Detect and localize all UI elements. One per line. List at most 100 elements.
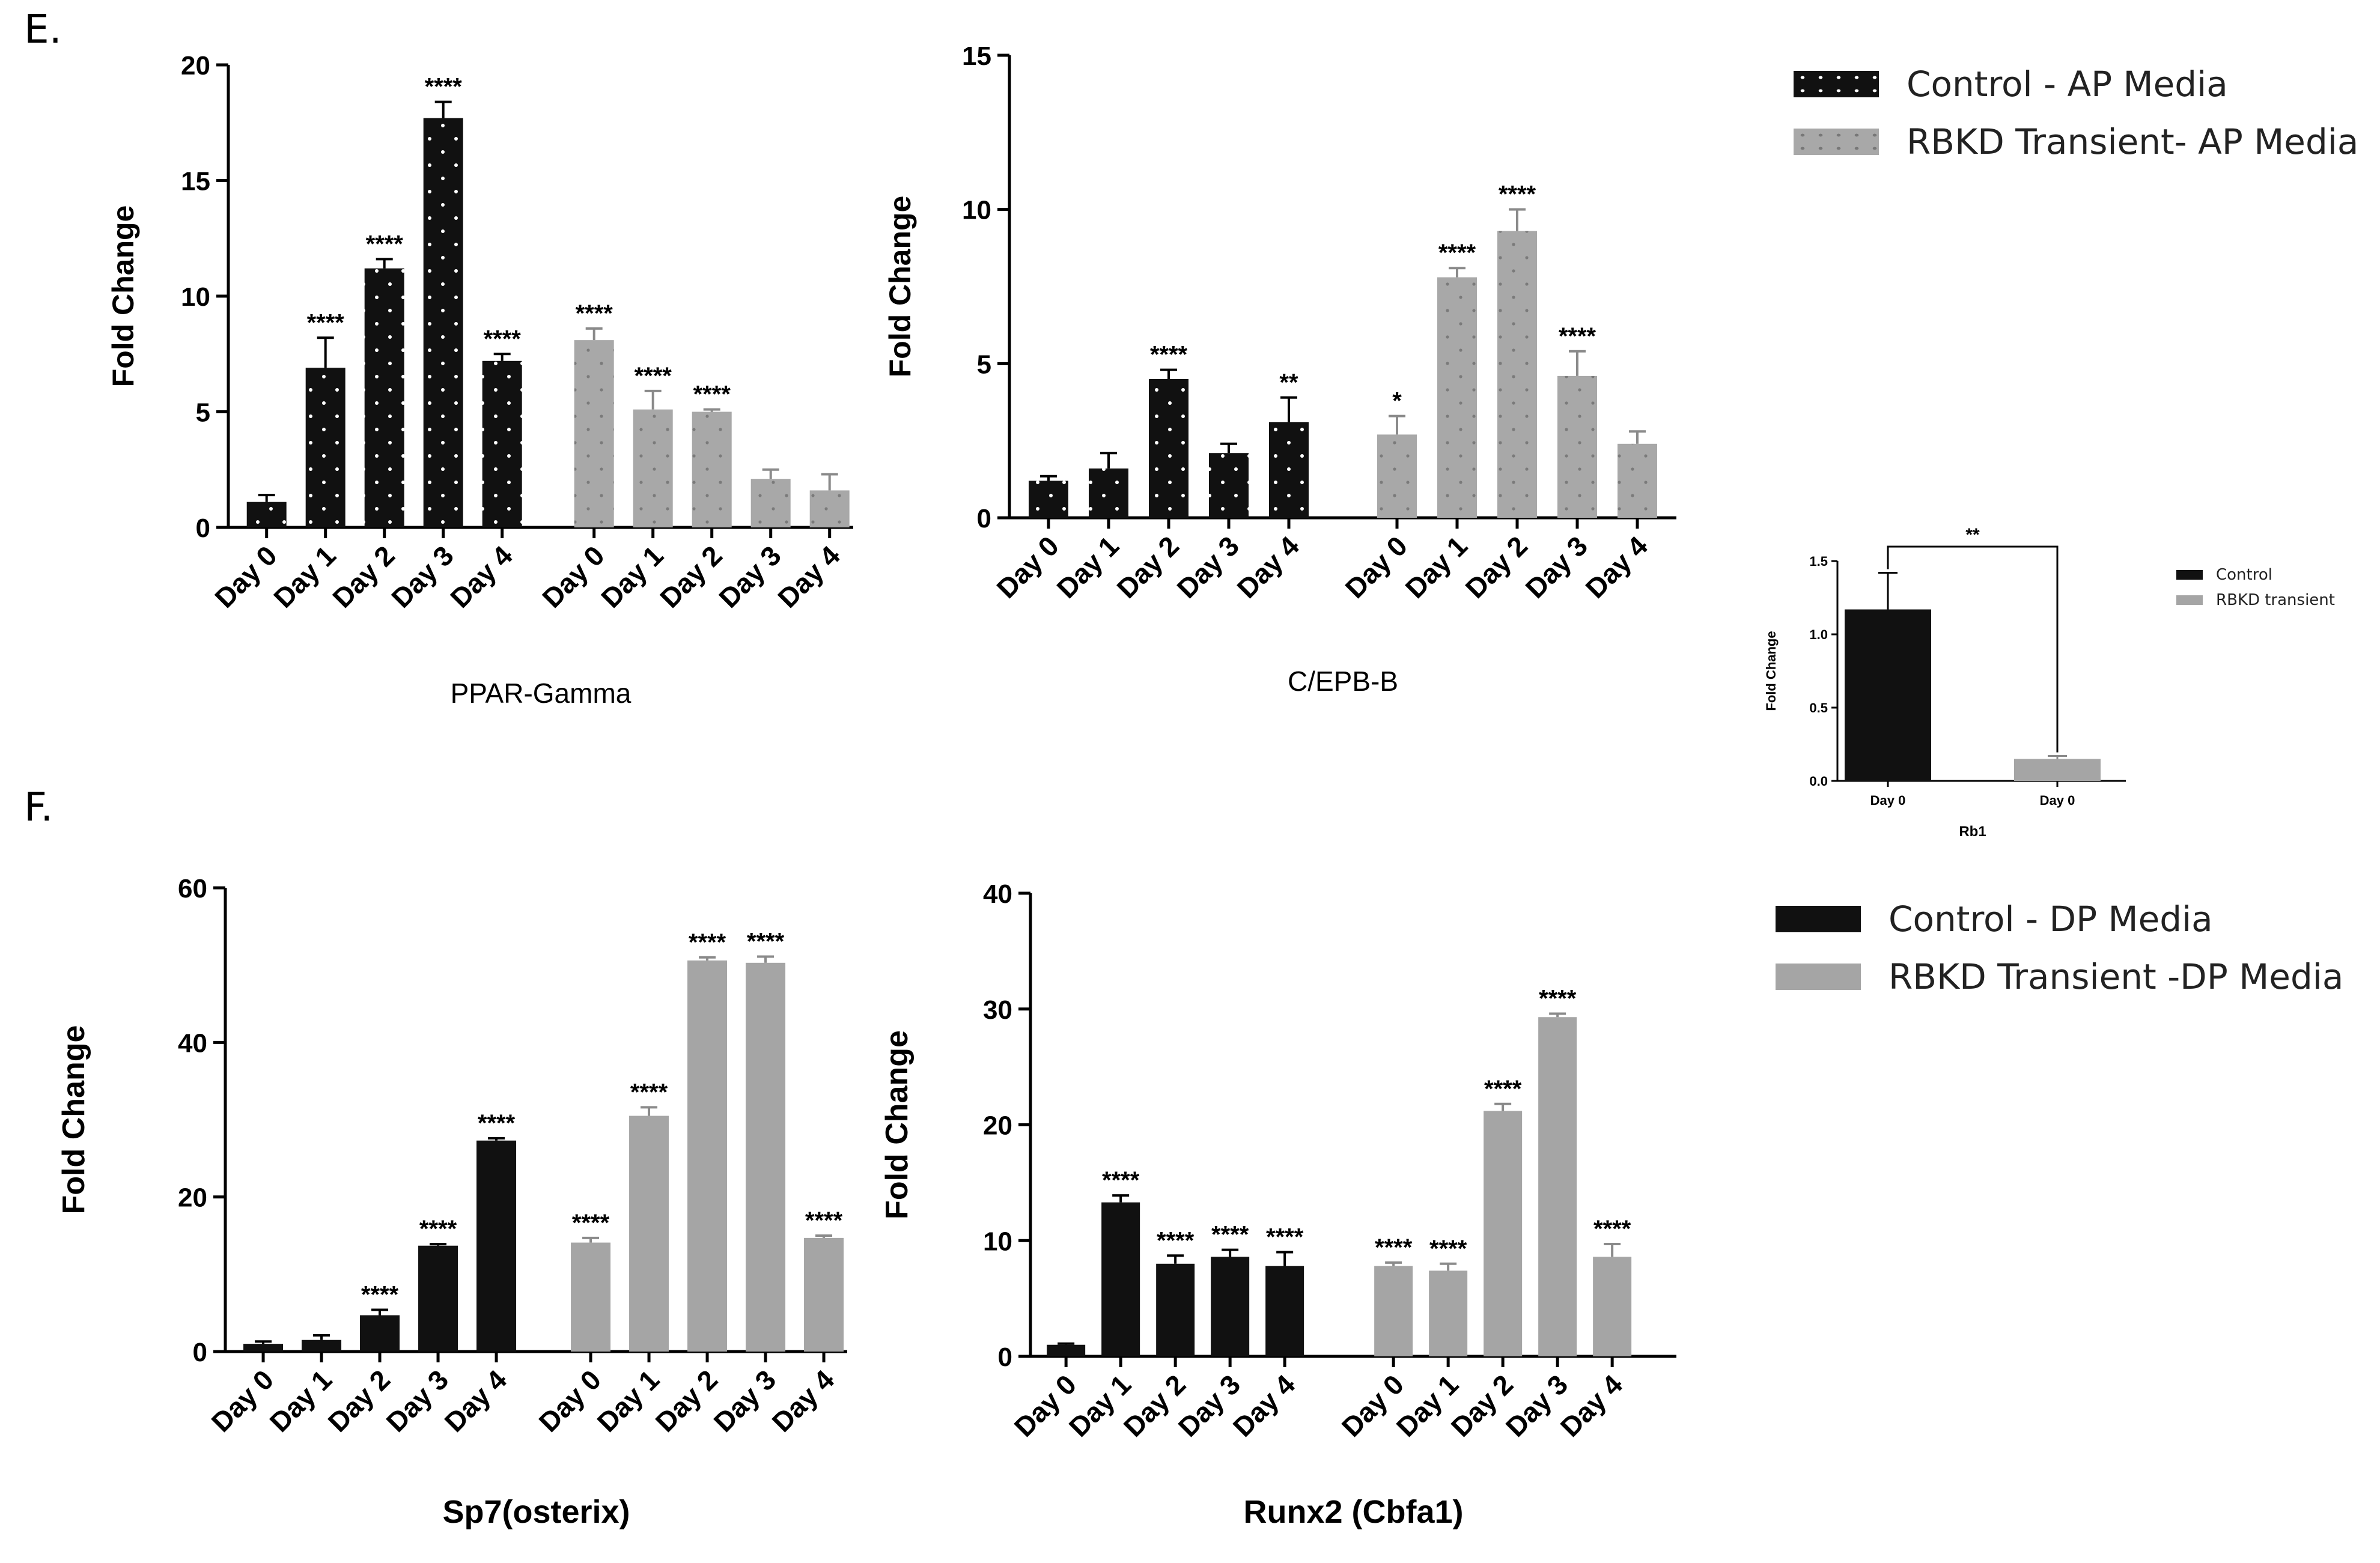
significance-label: **** [1375,1234,1413,1261]
bar [571,1242,611,1352]
bar [1101,1202,1140,1356]
bar [1593,1257,1632,1356]
significance-bracket [1887,545,2059,753]
x-tick-label: Day 4 [1580,530,1654,604]
y-tick-label: 10 [181,282,210,312]
x-tick-label: Day 0 [991,530,1065,604]
x-tick-label: Day 3 [380,1364,455,1438]
chart-title: Runx2 (Cbfa1) [1243,1494,1463,1530]
x-tick-label: Day 4 [439,1364,513,1438]
bar [1377,434,1417,518]
x-tick-label: Day 1 [1399,530,1474,604]
bar [302,1340,342,1352]
significance-label: **** [1211,1222,1249,1248]
x-tick-label: Day 1 [595,539,669,614]
y-tick-label: 20 [178,1183,207,1213]
significance-label: **** [307,309,345,336]
x-tick-label: Day 4 [1227,1368,1301,1443]
bar [1211,1257,1250,1356]
significance-label: **** [419,1216,457,1242]
x-tick-label: Day 2 [1118,1368,1192,1443]
chart-title: Sp7(osterix) [442,1494,630,1530]
legend-swatch-control-dp [1776,906,1861,932]
bar [364,268,404,527]
significance-label: **** [630,1079,668,1105]
significance-label: **** [747,929,785,955]
significance-label: **** [1593,1216,1631,1242]
x-tick-label: Day 3 [1500,1368,1574,1443]
bar [1047,1344,1086,1356]
y-tick-label: 0.0 [1809,774,1828,789]
legend-swatch-rbkd-ap [1794,129,1879,155]
significance-label: **** [635,363,672,389]
bar [629,1115,669,1352]
y-tick-label: 40 [178,1028,207,1058]
bar [1149,379,1188,518]
bar [418,1245,458,1352]
x-tick-label: Day 0 [208,539,283,614]
y-tick-label: 10 [962,196,991,225]
x-tick-label: Day 2 [1111,530,1185,604]
legend-item-rbkd-ap: RBKD Transient- AP Media [1794,113,2358,171]
legend-label-rbkd-dp: RBKD Transient -DP Media [1888,956,2344,997]
legend-dp-media: Control - DP Media RBKD Transient -DP Me… [1776,890,2343,1006]
legend-ap-media: Control - AP Media RBKD Transient- AP Me… [1794,55,2358,171]
legend-rb1: Control RBKD transient [2176,562,2335,613]
panel-label-f: F. [24,784,53,830]
x-tick-label: Day 3 [385,539,460,614]
significance-label: **** [693,381,731,408]
significance-label: **** [425,74,463,100]
x-tick-label: Day 2 [650,1364,724,1438]
x-tick-label: Day 1 [264,1364,338,1438]
bar [1089,468,1128,518]
bar [574,340,614,527]
x-tick-label: Day 0 [2040,793,2075,808]
bar [750,479,791,527]
x-tick-label: Day 3 [1172,1368,1247,1443]
x-tick-label: Day 1 [1051,530,1125,604]
y-tick-label: 5 [196,398,210,428]
x-tick-label: Day 3 [1520,530,1594,604]
x-tick-label: Day 0 [1008,1368,1083,1443]
y-tick-label: 5 [977,350,991,379]
significance-label: **** [572,1210,610,1236]
x-tick-label: Day 0 [533,1364,607,1438]
x-tick-label: Day 1 [591,1364,666,1438]
chart-title: PPAR-Gamma [451,678,632,709]
bar [243,1344,284,1352]
bar [1618,443,1657,518]
chart-rb1: 0.0 0.5 1.0 1.5 Fold Change Day 0 Day 0 ** Rb1 [1764,525,2126,840]
bar [1374,1266,1413,1356]
bar [804,1237,844,1352]
y-tick-label: 0 [196,514,210,543]
y-tick-label: 0 [998,1343,1012,1372]
x-tick-label: Day 4 [1231,530,1306,604]
significance-label: **** [1484,1076,1522,1102]
bar [687,960,728,1352]
y-tick-label: 40 [983,879,1012,909]
bar [1484,1111,1523,1356]
x-tick-label: Day 3 [708,1364,782,1438]
bar [423,118,463,528]
legend-label-control-dp: Control - DP Media [1888,899,2213,939]
significance-label: **** [1499,181,1536,208]
significance-label: **** [1150,342,1188,368]
significance-label: **** [1438,240,1476,266]
significance-label: **** [1539,985,1577,1012]
x-tick-label: Day 1 [267,539,342,614]
y-tick-label: 30 [983,995,1012,1025]
significance-label: **** [1429,1236,1467,1262]
significance-label: * [1392,388,1402,414]
significance-label: **** [366,231,404,257]
bar [1029,481,1068,518]
significance-label: **** [1559,323,1596,350]
x-tick-label: Day 4 [772,539,846,614]
legend-item-control-rb1: Control [2176,562,2335,587]
bar [305,368,345,527]
bar [1156,1263,1195,1356]
bar [1429,1270,1468,1356]
x-tick-label: Day 2 [654,539,728,614]
